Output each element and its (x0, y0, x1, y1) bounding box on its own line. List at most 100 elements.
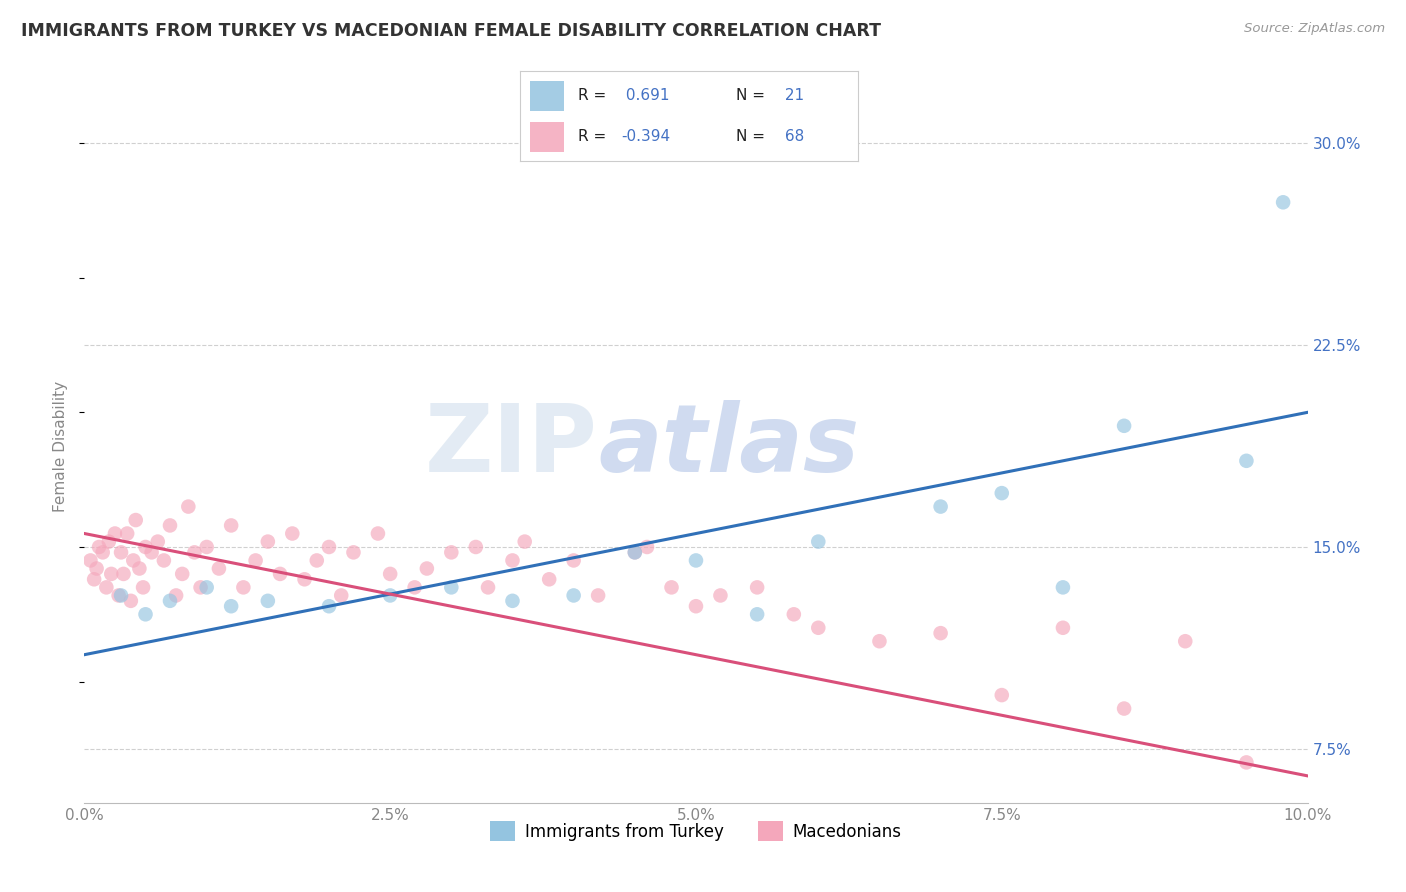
Point (1052, 580, 1074, 594)
Point (107, 589, 129, 603)
Point (135, 540, 157, 554)
Point (128, 561, 150, 575)
Bar (530, 81, 564, 111)
Point (783, 607, 806, 622)
Point (1114, 701, 1136, 715)
Point (991, 688, 1014, 702)
Point (747, 580, 769, 594)
Legend: Immigrants from Turkey, Macedonians: Immigrants from Turkey, Macedonians (484, 814, 908, 848)
Point (219, 518, 242, 533)
Point (661, 580, 683, 594)
Point (513, 534, 536, 549)
Point (104, 526, 127, 541)
Point (562, 553, 585, 567)
Text: atlas: atlas (598, 400, 859, 492)
Point (141, 545, 163, 559)
Point (562, 589, 585, 603)
Point (153, 553, 176, 567)
Point (110, 545, 132, 559)
Text: R =: R = (578, 128, 610, 144)
Text: 21: 21 (780, 88, 804, 103)
Point (416, 561, 439, 575)
Point (257, 534, 280, 549)
Point (502, 553, 524, 567)
Point (159, 518, 181, 533)
Point (122, 553, 145, 567)
Point (195, 540, 218, 554)
Point (1236, 756, 1258, 770)
Point (177, 500, 200, 514)
Point (112, 566, 135, 581)
Point (195, 580, 218, 594)
Point (120, 594, 142, 608)
Y-axis label: Female Disability: Female Disability (53, 380, 69, 512)
Point (685, 553, 707, 567)
Point (440, 545, 463, 559)
Point (86, 561, 108, 575)
Point (636, 540, 658, 554)
Point (624, 545, 647, 559)
Point (269, 566, 291, 581)
Bar (530, 122, 564, 152)
Point (159, 594, 181, 608)
Text: R =: R = (578, 88, 610, 103)
Point (991, 486, 1014, 500)
Point (807, 621, 830, 635)
Point (929, 500, 952, 514)
Point (183, 545, 205, 559)
Point (87, 540, 110, 554)
Text: -0.394: -0.394 (621, 128, 671, 144)
Point (100, 566, 122, 581)
Point (125, 513, 148, 527)
Point (464, 540, 486, 554)
Point (91, 545, 114, 559)
Point (624, 545, 647, 559)
Point (477, 580, 499, 594)
Text: 68: 68 (780, 128, 804, 144)
Point (869, 634, 891, 648)
Text: N =: N = (737, 128, 770, 144)
Point (685, 599, 707, 614)
Point (96, 580, 118, 594)
Point (1236, 454, 1258, 468)
Point (305, 553, 328, 567)
Point (97, 534, 120, 549)
Point (165, 589, 187, 603)
Point (294, 572, 316, 586)
Point (586, 589, 609, 603)
Point (281, 526, 304, 541)
Point (245, 553, 267, 567)
Text: Source: ZipAtlas.com: Source: ZipAtlas.com (1244, 22, 1385, 36)
Point (367, 526, 389, 541)
Point (318, 599, 340, 614)
Point (404, 580, 426, 594)
Point (257, 594, 280, 608)
Point (318, 540, 340, 554)
Point (1052, 621, 1074, 635)
Point (1174, 634, 1197, 648)
Point (807, 534, 830, 549)
Point (115, 526, 138, 541)
Point (747, 607, 769, 622)
Point (79, 553, 101, 567)
Point (135, 607, 157, 622)
Text: ZIP: ZIP (425, 400, 598, 492)
Point (208, 561, 231, 575)
Point (709, 589, 731, 603)
Point (502, 594, 524, 608)
Point (1114, 418, 1136, 433)
Point (132, 580, 155, 594)
Point (146, 534, 169, 549)
Point (440, 580, 463, 594)
Point (929, 626, 952, 640)
Point (219, 599, 242, 614)
Point (172, 566, 194, 581)
Point (538, 572, 561, 586)
Text: 0.691: 0.691 (621, 88, 669, 103)
Point (190, 580, 212, 594)
Point (380, 566, 402, 581)
Point (232, 580, 254, 594)
Point (1272, 195, 1295, 210)
Text: IMMIGRANTS FROM TURKEY VS MACEDONIAN FEMALE DISABILITY CORRELATION CHART: IMMIGRANTS FROM TURKEY VS MACEDONIAN FEM… (21, 22, 882, 40)
Point (380, 589, 402, 603)
